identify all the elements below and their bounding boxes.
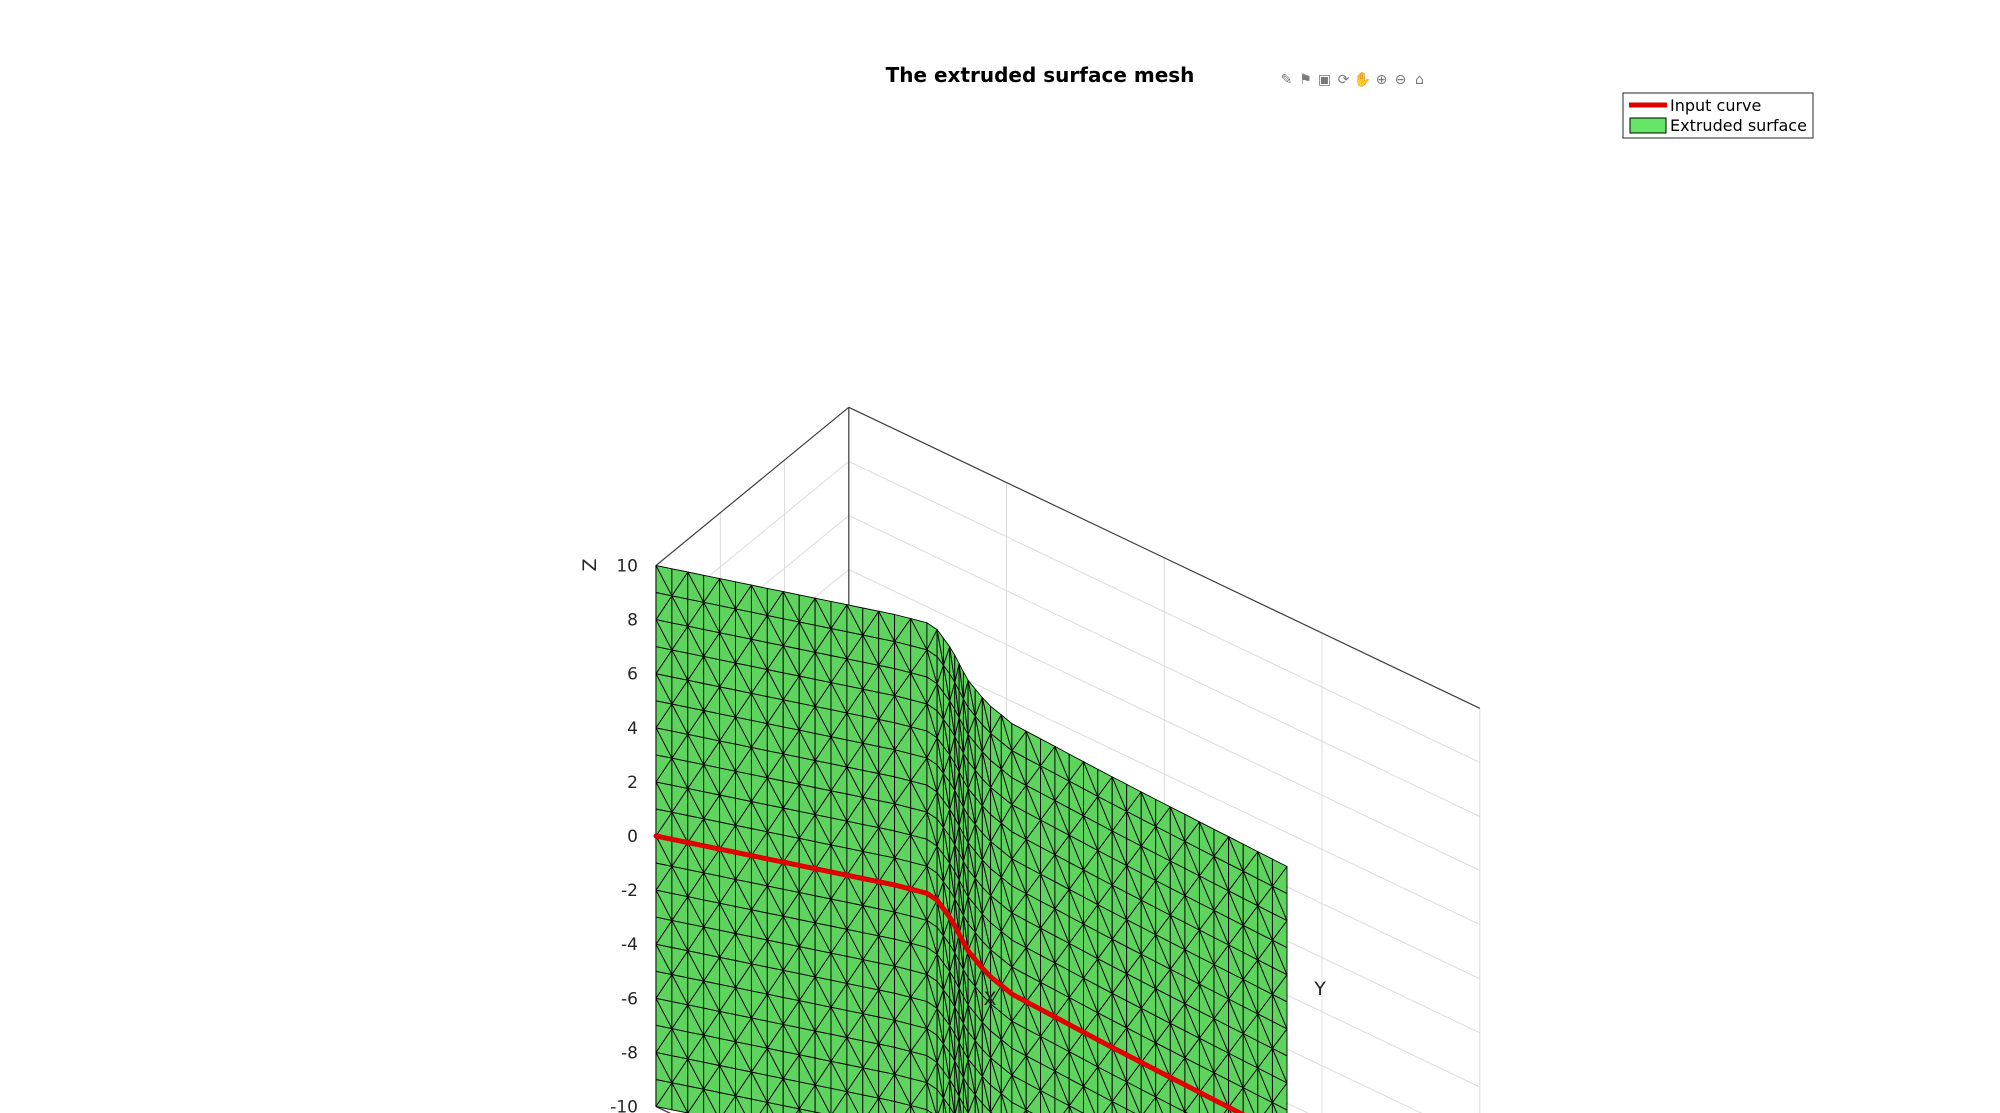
x-axis-label: X — [983, 988, 996, 1010]
save-icon[interactable]: ▣ — [1317, 72, 1332, 88]
mesh-triangle — [766, 587, 784, 616]
mesh-triangle — [671, 568, 689, 597]
z-tick-label: -10 — [610, 1098, 638, 1113]
mesh-triangle — [1011, 723, 1027, 752]
chart-title: The extruded surface mesh — [886, 63, 1195, 87]
z-axis-label: Z — [579, 558, 601, 571]
z-tick-label: 4 — [627, 719, 638, 739]
mesh-triangle — [862, 607, 880, 636]
top-left-edge — [655, 406, 850, 566]
mesh-triangle — [1126, 783, 1142, 812]
z-tick-label: -2 — [621, 881, 638, 901]
mesh-triangle — [926, 622, 938, 651]
z-tick-label: -8 — [621, 1043, 638, 1063]
mesh-triangle — [962, 671, 969, 700]
z-tick-label: 2 — [627, 773, 638, 793]
z-tick-label: 0 — [627, 827, 638, 847]
zoom-out-icon[interactable]: ⊖ — [1394, 72, 1407, 88]
mesh-triangle — [904, 1105, 912, 1113]
mesh-triangle — [1155, 798, 1171, 827]
axes-toolbar: ✎ ⚑ ▣ ⟳ ✋ ⊕ ⊖ ⌂ — [1278, 70, 1428, 92]
z-tick-label: 10 — [616, 557, 638, 577]
input-curve — [653, 833, 1246, 1113]
pan-icon[interactable]: ✋ — [1353, 72, 1372, 88]
legend-label-extruded-surface: Extruded surface — [1670, 116, 1807, 135]
mesh-triangle — [830, 600, 848, 629]
legend[interactable]: Input curve Extruded surface — [1622, 92, 1814, 139]
mesh-triangle — [1097, 768, 1113, 797]
mesh-triangle — [1068, 753, 1084, 782]
z-tick-mark — [655, 1105, 671, 1113]
z-tick-label: 8 — [627, 611, 638, 631]
rotate-icon[interactable]: ⟳ — [1337, 72, 1350, 88]
home-icon[interactable]: ⌂ — [1415, 72, 1424, 88]
z-tick-label: 6 — [627, 665, 638, 685]
mesh-triangle — [1184, 813, 1200, 842]
legend-label-input-curve: Input curve — [1670, 96, 1761, 115]
mesh-triangle — [798, 594, 816, 623]
input-curve-line — [653, 833, 1246, 1113]
brush-icon[interactable]: ✎ — [1280, 72, 1293, 88]
legend-swatch-extruded-surface — [1629, 117, 1667, 134]
z-tick-label: -6 — [621, 989, 638, 1009]
top-back-edge — [848, 406, 1481, 709]
mesh-triangle — [1271, 858, 1288, 887]
z-tick-label: -4 — [621, 935, 638, 955]
mesh-triangle — [894, 614, 912, 642]
mesh-triangle — [1228, 1106, 1232, 1113]
y-axis-label: Y — [1313, 978, 1326, 1000]
mesh-triangle — [703, 574, 721, 603]
mesh-triangle — [990, 705, 1002, 734]
mesh-triangle — [1040, 738, 1056, 767]
mesh-triangle — [735, 581, 752, 610]
mesh-triangle — [1213, 828, 1230, 857]
datatip-icon[interactable]: ⚑ — [1299, 72, 1312, 88]
mesh-triangle — [954, 654, 960, 683]
mesh-triangle — [942, 637, 951, 666]
zoom-in-icon[interactable]: ⊕ — [1375, 72, 1388, 88]
mesh-triangle — [974, 688, 983, 717]
extruded-surface — [655, 565, 1288, 1113]
mesh-triangle — [1242, 843, 1259, 872]
